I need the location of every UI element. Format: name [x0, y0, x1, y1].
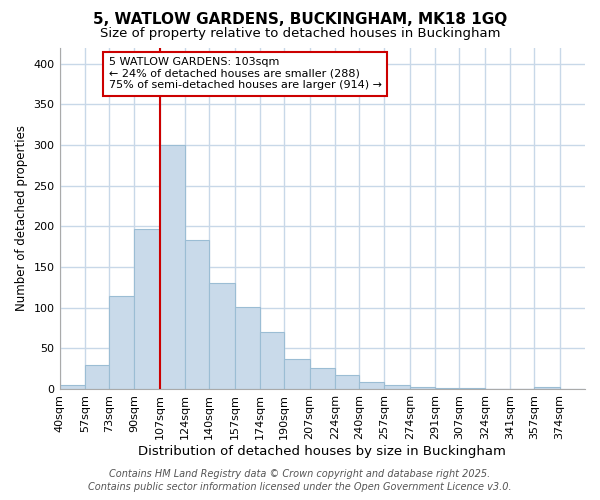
- Bar: [260, 332, 284, 389]
- Text: Size of property relative to detached houses in Buckingham: Size of property relative to detached ho…: [100, 28, 500, 40]
- Bar: [335, 375, 359, 389]
- Bar: [534, 388, 560, 389]
- Bar: [410, 386, 435, 389]
- Bar: [109, 296, 134, 389]
- Bar: [209, 284, 235, 389]
- Text: Contains HM Land Registry data © Crown copyright and database right 2025.
Contai: Contains HM Land Registry data © Crown c…: [88, 470, 512, 492]
- Text: 5 WATLOW GARDENS: 103sqm
← 24% of detached houses are smaller (288)
75% of semi-: 5 WATLOW GARDENS: 103sqm ← 24% of detach…: [109, 58, 382, 90]
- X-axis label: Distribution of detached houses by size in Buckingham: Distribution of detached houses by size …: [139, 444, 506, 458]
- Bar: [59, 385, 85, 389]
- Bar: [359, 382, 385, 389]
- Y-axis label: Number of detached properties: Number of detached properties: [15, 125, 28, 311]
- Bar: [310, 368, 335, 389]
- Text: 5, WATLOW GARDENS, BUCKINGHAM, MK18 1GQ: 5, WATLOW GARDENS, BUCKINGHAM, MK18 1GQ: [93, 12, 507, 28]
- Bar: [235, 307, 260, 389]
- Bar: [160, 145, 185, 389]
- Bar: [85, 366, 109, 389]
- Bar: [185, 240, 209, 389]
- Bar: [385, 385, 410, 389]
- Bar: [435, 388, 459, 389]
- Bar: [134, 229, 160, 389]
- Bar: [459, 388, 485, 389]
- Bar: [284, 359, 310, 389]
